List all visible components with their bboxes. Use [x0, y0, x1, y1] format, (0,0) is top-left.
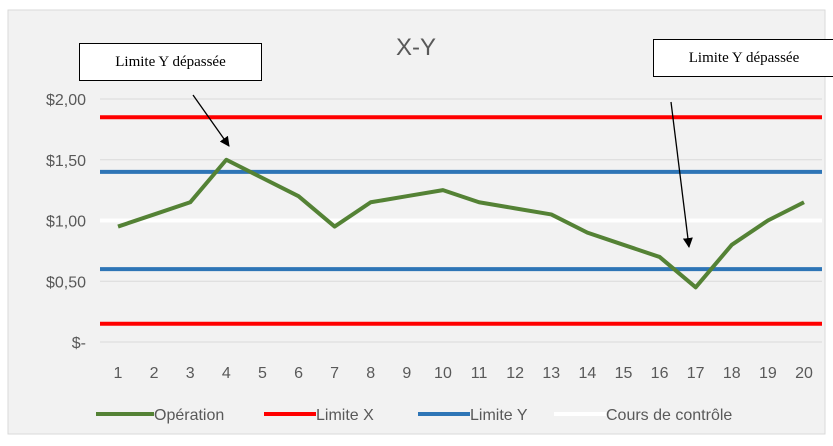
x-tick-label: 13	[542, 365, 560, 382]
legend-label-3: Limite Y	[470, 407, 528, 424]
legend-label-4: Cours de contrôle	[606, 407, 732, 424]
y-tick-label: $0,50	[46, 274, 86, 291]
series-line-op-ration	[117, 157, 805, 290]
x-tick-label: 17	[687, 365, 705, 382]
x-tick-label: 19	[759, 365, 777, 382]
x-tick-label: 10	[434, 365, 452, 382]
legend-label-2: Limite X	[316, 407, 374, 424]
annotation-callout-right: Limite Y dépassée	[653, 39, 833, 77]
x-tick-label: 12	[506, 365, 524, 382]
y-tick-label: $1,00	[46, 214, 86, 231]
x-tick-label: 15	[615, 365, 633, 382]
x-tick-label: 5	[258, 365, 267, 382]
y-tick-label: $-	[72, 335, 86, 352]
x-tick-label: 14	[578, 365, 596, 382]
annotation-callout-left: Limite Y dépassée	[79, 43, 262, 81]
x-tick-label: 3	[186, 365, 195, 382]
annotation-text-left: Limite Y dépassée	[115, 53, 226, 70]
legend-label-1: Opération	[154, 407, 224, 424]
y-tick-label: $1,50	[46, 153, 86, 170]
x-tick-label: 11	[471, 365, 488, 382]
x-tick-label: 1	[114, 365, 123, 382]
x-tick-label: 16	[651, 365, 669, 382]
x-tick-label: 9	[402, 365, 411, 382]
chart-title: X-Y	[396, 34, 436, 61]
x-tick-label: 20	[795, 365, 813, 382]
y-tick-label: $2,00	[46, 92, 86, 109]
x-tick-label: 4	[222, 365, 231, 382]
annotation-text-right: Limite Y dépassée	[688, 49, 800, 66]
x-tick-label: 7	[330, 365, 339, 382]
x-tick-label: 2	[150, 365, 159, 382]
x-tick-label: 18	[723, 365, 741, 382]
x-tick-label: 6	[294, 365, 303, 382]
x-tick-label: 8	[366, 365, 375, 382]
annotation-arrow-right	[670, 101, 693, 248]
annotation-arrow-left	[192, 94, 230, 147]
